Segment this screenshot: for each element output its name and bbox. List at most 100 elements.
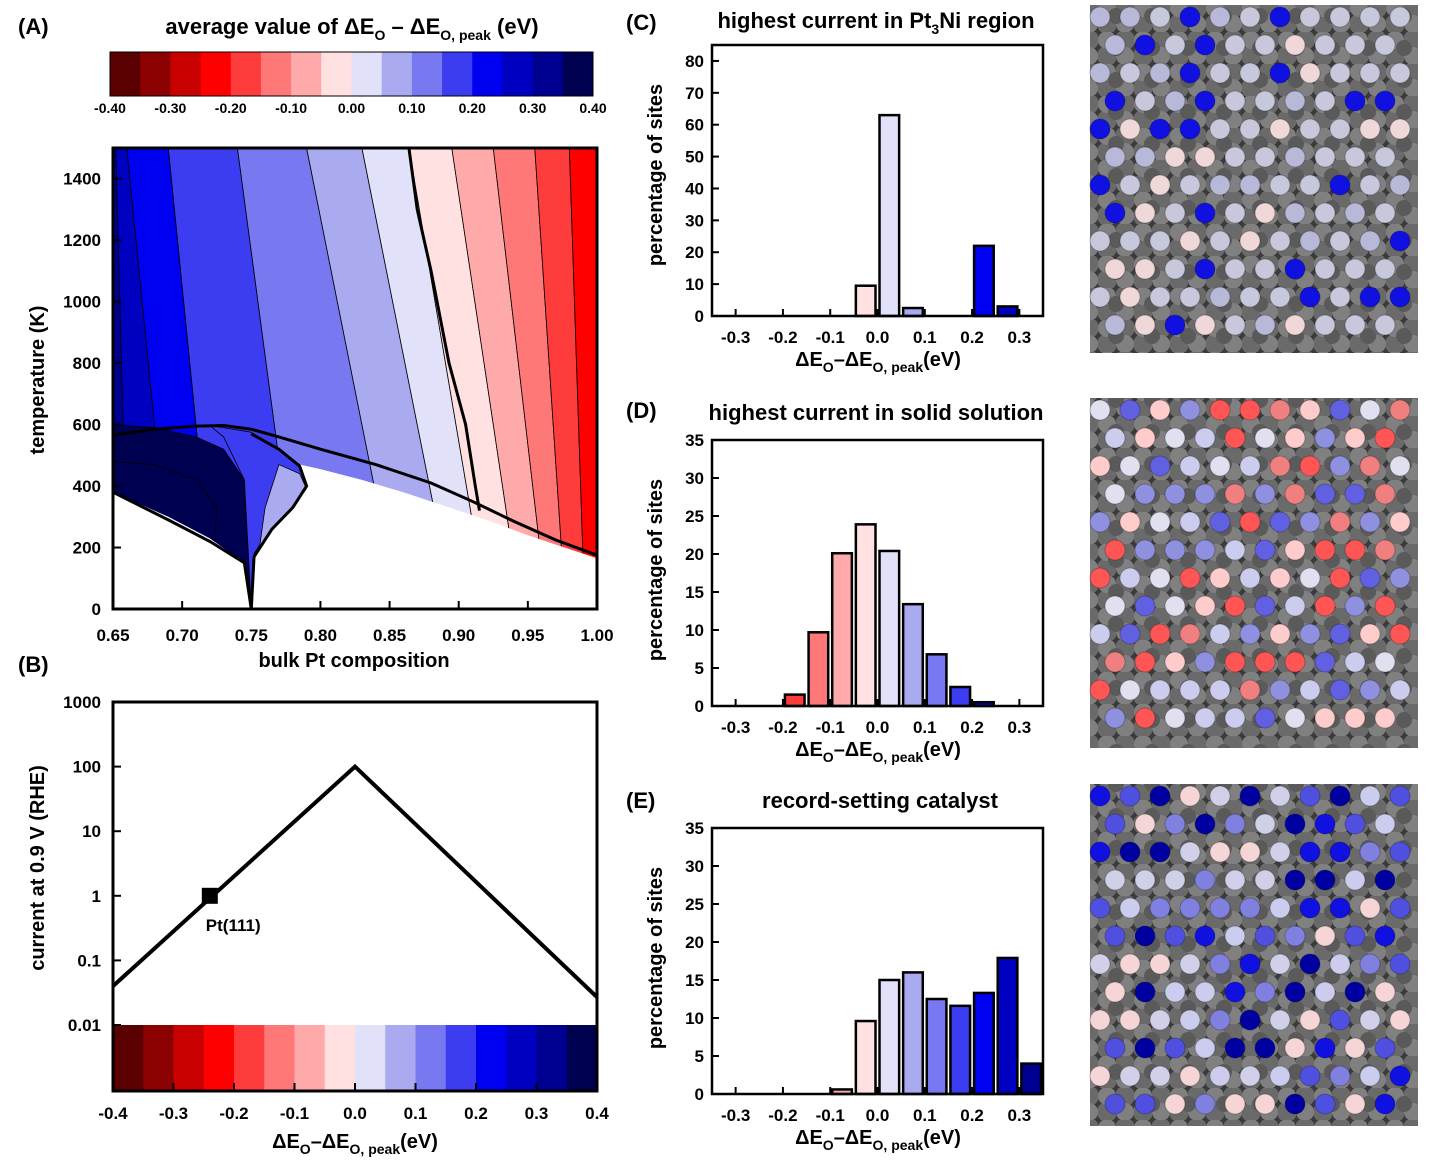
surface-atom	[1149, 455, 1171, 477]
surface-atom	[1149, 785, 1171, 807]
surface-atom	[1269, 399, 1291, 421]
surface-atom	[1269, 230, 1291, 252]
surface-atom	[1344, 813, 1366, 835]
panel-b-xlabel: ΔEO–ΔEO, peak(eV)	[272, 1131, 438, 1157]
x-tick-label: 0.3	[525, 1104, 549, 1123]
x-tick-label: 0.1	[404, 1104, 428, 1123]
surface-atom	[1254, 314, 1276, 336]
surface-atom	[1254, 925, 1276, 947]
surface-atom	[1119, 230, 1141, 252]
surface-atom	[1389, 62, 1411, 84]
y-tick-label: 1400	[63, 170, 101, 189]
surface-atom	[1104, 90, 1126, 112]
surface-atom	[1194, 981, 1216, 1003]
surface-atom	[1224, 314, 1246, 336]
surface-atom	[1374, 34, 1396, 56]
colorbar-swatch	[442, 52, 473, 96]
surface-atom	[1179, 623, 1201, 645]
surface-atom	[1149, 6, 1171, 28]
surface-atom	[1284, 314, 1306, 336]
panel-a-xlabel: bulk Pt composition	[258, 650, 449, 672]
panel-e: (E) record-setting catalyst -0.3 -0.2 -0.1…	[626, 784, 1418, 1153]
y-tick-label: 0	[695, 1085, 704, 1104]
surface-atom	[1269, 567, 1291, 589]
surface-atom	[1344, 539, 1366, 561]
surface-atom	[1329, 230, 1351, 252]
surface-atom	[1104, 925, 1126, 947]
surface-atom	[1389, 897, 1411, 919]
colorbar-swatch	[445, 1025, 477, 1091]
surface-atom	[1389, 953, 1411, 975]
x-tick-label: 0.3	[1008, 718, 1032, 737]
surface-atom	[1344, 202, 1366, 224]
x-tick-label: 0.2	[960, 718, 984, 737]
colorbar-tick-label: -0.20	[215, 100, 247, 116]
surface-atom	[1359, 62, 1381, 84]
x-tick-label: 0.70	[166, 626, 199, 645]
surface-atom	[1179, 567, 1201, 589]
surface-atom	[1269, 174, 1291, 196]
surface-atom	[1269, 62, 1291, 84]
x-tick-label: -0.1	[816, 718, 845, 737]
histogram-bar	[878, 549, 901, 708]
surface-atom	[1149, 511, 1171, 533]
surface-atom	[1359, 679, 1381, 701]
surface-atom	[1104, 427, 1126, 449]
panel-e-xlabel: ΔEO–ΔEO, peak(eV)	[795, 1127, 961, 1153]
surface-atom	[1134, 707, 1156, 729]
panel-d-title: highest current in solid solution	[709, 400, 1044, 425]
surface-atom	[1239, 567, 1261, 589]
colorbar-swatch	[476, 1025, 507, 1091]
surface-atom	[1149, 953, 1171, 975]
surface-atom	[1374, 1093, 1396, 1115]
surface-atom	[1179, 679, 1201, 701]
surface-atom	[1254, 146, 1276, 168]
surface-atom	[1344, 925, 1366, 947]
panel-a: (A) average value of ΔEO – ΔEO, peak (eV…	[18, 14, 614, 672]
surface-atom	[1314, 34, 1336, 56]
surface-atom	[1224, 539, 1246, 561]
surface-atom	[1104, 314, 1126, 336]
x-tick-label: 0.90	[442, 626, 475, 645]
surface-atom	[1284, 427, 1306, 449]
surface-atom	[1374, 539, 1396, 561]
x-tick-label: -0.1	[816, 1106, 845, 1125]
surface-atom	[1089, 399, 1111, 421]
y-tick-label: 30	[685, 211, 704, 230]
surface-atom	[1209, 1065, 1231, 1087]
surface-atom	[1359, 286, 1381, 308]
histogram-bar	[972, 244, 995, 318]
surface-atom	[1374, 595, 1396, 617]
colorbar-swatch	[230, 52, 262, 96]
surface-atom	[1314, 539, 1336, 561]
surface-atom	[1164, 813, 1186, 835]
surface-atom	[1209, 118, 1231, 140]
colorbar-swatch	[472, 52, 503, 96]
surface-atom	[1164, 539, 1186, 561]
surface-atom	[1119, 1065, 1141, 1087]
surface-atom	[1164, 925, 1186, 947]
histogram-bar	[925, 997, 948, 1096]
surface-atom	[1284, 1093, 1306, 1115]
colorbar-tick-label: 0.00	[338, 100, 365, 116]
surface-atom	[1389, 841, 1411, 863]
surface-atom	[1269, 1009, 1291, 1031]
x-tick-label: -0.2	[768, 1106, 797, 1125]
miscibility-gap	[113, 492, 252, 609]
colorbar-tick-label: 0.40	[579, 100, 606, 116]
surface-atom	[1134, 146, 1156, 168]
surface-atom	[1224, 90, 1246, 112]
surface-atom	[1224, 595, 1246, 617]
y-tick-label: 10	[82, 822, 101, 841]
surface-atom	[1239, 679, 1261, 701]
surface-atom	[1254, 1093, 1276, 1115]
surface-atom	[1389, 511, 1411, 533]
y-tick-label: 600	[73, 416, 101, 435]
surface-atom	[1119, 897, 1141, 919]
surface-atom	[1374, 869, 1396, 891]
surface-atom	[1194, 258, 1216, 280]
surface-atoms-d	[1089, 399, 1411, 729]
surface-atom	[1194, 1093, 1216, 1115]
surface-atom	[1179, 897, 1201, 919]
